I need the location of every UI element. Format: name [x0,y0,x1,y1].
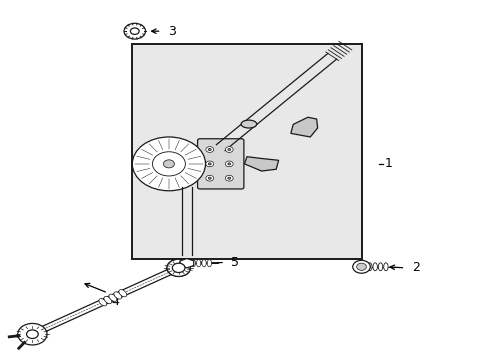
Ellipse shape [99,298,106,306]
Polygon shape [244,157,278,171]
Text: 1: 1 [384,157,392,170]
Ellipse shape [207,260,211,267]
Circle shape [166,259,190,276]
Circle shape [225,161,233,167]
Ellipse shape [119,289,126,297]
Ellipse shape [202,260,206,267]
Circle shape [132,137,205,191]
Ellipse shape [362,263,366,271]
FancyBboxPatch shape [197,139,244,189]
Ellipse shape [104,296,112,303]
Circle shape [205,161,213,167]
Ellipse shape [383,263,387,271]
Ellipse shape [114,292,122,299]
Ellipse shape [241,120,256,128]
Ellipse shape [196,260,201,267]
Polygon shape [180,258,193,268]
Circle shape [227,177,230,179]
Circle shape [130,28,139,35]
Circle shape [208,163,211,165]
Circle shape [225,175,233,181]
Polygon shape [290,117,317,137]
Circle shape [208,148,211,150]
Circle shape [352,260,369,273]
Circle shape [208,177,211,179]
Circle shape [172,263,184,273]
Text: 3: 3 [167,25,176,38]
Ellipse shape [109,294,117,301]
Circle shape [356,263,366,270]
Circle shape [26,330,38,338]
Circle shape [163,160,174,168]
Ellipse shape [378,263,382,271]
Bar [132,44,361,259]
Text: 2: 2 [411,261,419,274]
Circle shape [225,147,233,152]
Ellipse shape [367,263,371,271]
Circle shape [227,148,230,150]
Circle shape [227,163,230,165]
Text: 5: 5 [231,256,239,269]
Circle shape [166,259,190,276]
Ellipse shape [191,260,195,267]
Circle shape [205,147,213,152]
Circle shape [18,323,47,345]
Text: 4: 4 [112,296,120,309]
Ellipse shape [372,263,377,271]
Circle shape [205,175,213,181]
Circle shape [152,152,185,176]
